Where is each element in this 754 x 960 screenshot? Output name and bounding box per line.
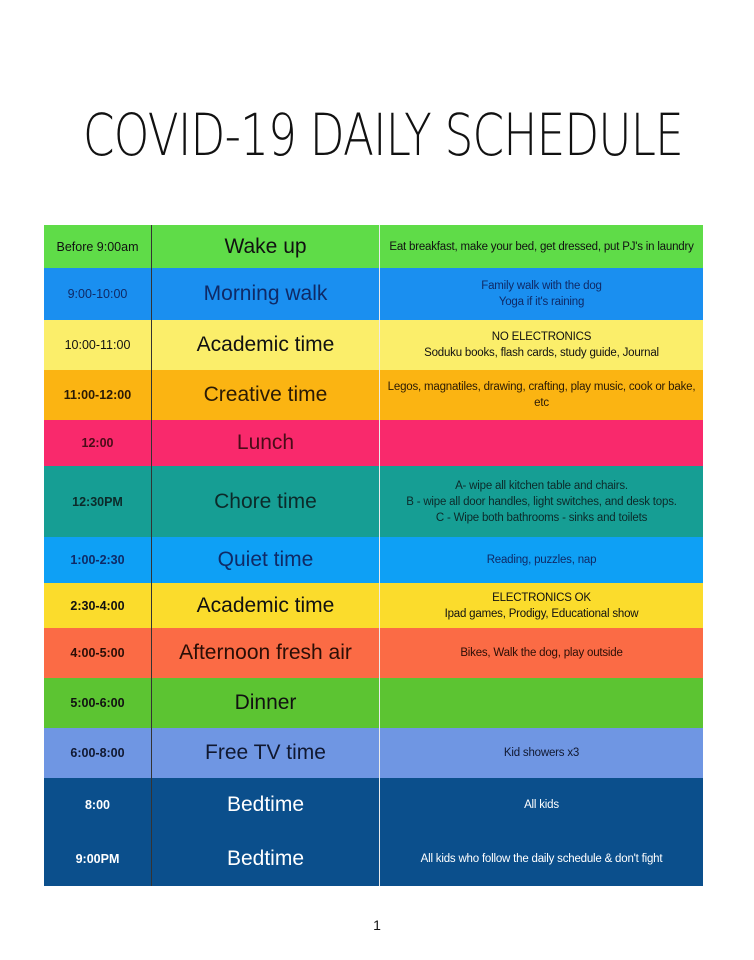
time-cell: 6:00-8:00 <box>44 728 152 778</box>
activity-cell: Bedtime <box>151 778 380 832</box>
schedule-row: 4:00-5:00 Afternoon fresh air Bikes, Walk … <box>44 628 703 678</box>
schedule-row: 12:30PM Chore time A- wipe all kitchen tab… <box>44 466 703 537</box>
schedule-row: 12:00 Lunch <box>44 420 703 466</box>
time-cell: 2:30-4:00 <box>44 583 152 628</box>
details-cell: Family walk with the dog Yoga if it's ra… <box>481 280 602 308</box>
details-cell: Reading, puzzles, nap <box>486 554 597 566</box>
details-cell: Eat breakfast, make your bed, get dresse… <box>389 240 694 253</box>
details-cell: ELECTRONICS OK Ipad games, Prodigy, Educ… <box>444 591 639 620</box>
time-cell: 10:00-11:00 <box>44 320 152 370</box>
time-cell: 1:00-2:30 <box>44 537 152 583</box>
time-cell: 11:00-12:00 <box>44 370 152 420</box>
details-cell: Legos, magnatiles, drawing, crafting, pl… <box>387 381 696 409</box>
schedule-row: 8:00 Bedtime All kids <box>44 778 703 832</box>
title-area: COVID-19 DAILY SCHEDULE <box>0 0 754 225</box>
activity-cell: Bedtime <box>151 832 380 886</box>
time-cell: 8:00 <box>44 778 152 832</box>
activity-cell: Wake up <box>151 225 380 268</box>
activity-cell: Dinner <box>151 678 380 728</box>
schedule-row: 9:00PM Bedtime All kids who follow the dai… <box>44 832 703 886</box>
time-cell: 12:30PM <box>44 466 152 537</box>
schedule-row: Before 9:00am Wake up Eat breakfast, make … <box>44 225 703 268</box>
page-number: 1 <box>373 917 381 933</box>
schedule-table: Before 9:00am Wake up Eat breakfast, make … <box>44 225 703 886</box>
time-cell: 4:00-5:00 <box>44 628 152 678</box>
time-cell: 12:00 <box>44 420 152 466</box>
time-cell: 9:00-10:00 <box>44 268 152 320</box>
schedule-row: 10:00-11:00 Academic time NO ELECTRONICS S… <box>44 320 703 370</box>
time-cell: Before 9:00am <box>44 225 152 268</box>
time-cell: 5:00-6:00 <box>44 678 152 728</box>
details-cell: A- wipe all kitchen table and chairs. B … <box>406 479 677 524</box>
schedule-row: 2:30-4:00 Academic time ELECTRONICS OK Ipa… <box>44 583 703 628</box>
activity-cell: Quiet time <box>151 537 380 583</box>
activity-cell: Free TV time <box>151 728 380 778</box>
details-cell <box>380 420 704 466</box>
details-cell: All kids <box>524 799 559 811</box>
activity-cell: Chore time <box>151 466 380 537</box>
details-cell: Bikes, Walk the dog, play outside <box>460 647 623 659</box>
details-cell <box>380 678 704 728</box>
details-cell: All kids who follow the daily schedule &… <box>420 853 663 865</box>
schedule-row: 6:00-8:00 Free TV time Kid showers x3 <box>44 728 703 778</box>
schedule-row: 5:00-6:00 Dinner <box>44 678 703 728</box>
schedule-row: 1:00-2:30 Quiet time Reading, puzzles, nap <box>44 537 703 583</box>
activity-cell: Lunch <box>151 420 380 466</box>
time-cell: 9:00PM <box>44 832 152 886</box>
details-cell: NO ELECTRONICS Soduku books, flash cards… <box>424 331 659 359</box>
activity-cell: Academic time <box>151 320 380 370</box>
activity-cell: Afternoon fresh air <box>151 628 380 678</box>
schedule-row: 9:00-10:00 Morning walk Family walk with t… <box>44 268 703 320</box>
page-title: COVID-19 DAILY SCHEDULE <box>82 101 684 169</box>
activity-cell: Academic time <box>151 583 380 628</box>
details-cell: Kid showers x3 <box>503 747 580 759</box>
activity-cell: Creative time <box>151 370 380 420</box>
activity-cell: Morning walk <box>151 268 380 320</box>
schedule-row: 11:00-12:00 Creative time Legos, magnatile… <box>44 370 703 420</box>
